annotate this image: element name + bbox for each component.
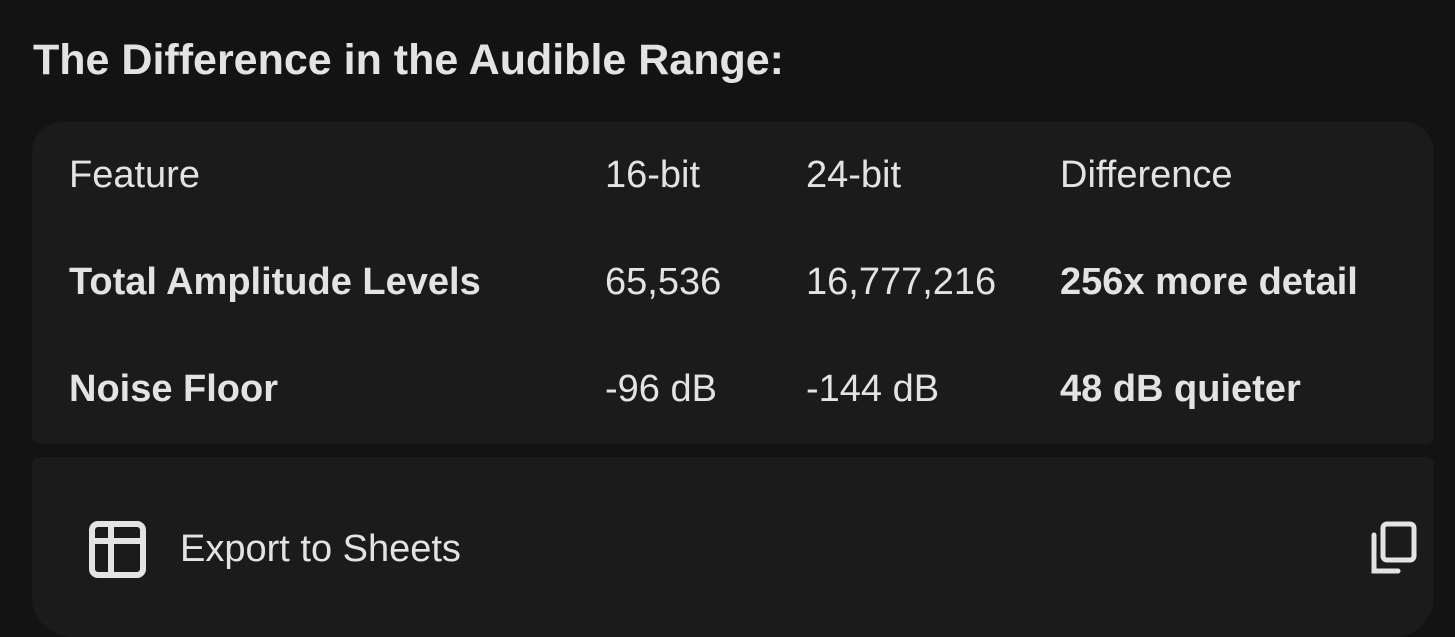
- section-title: The Difference in the Audible Range:: [33, 36, 784, 84]
- comparison-table: Feature 16-bit 24-bit Difference Total A…: [32, 122, 1434, 444]
- header-cell: Feature: [69, 154, 200, 196]
- header-cell: 24-bit: [806, 154, 902, 196]
- header-cell: Difference: [1060, 154, 1233, 196]
- table-cell: 256x more detail: [1060, 261, 1358, 303]
- copy-icon[interactable]: [1358, 519, 1418, 579]
- table-grid-icon: [89, 521, 146, 578]
- table-row: Noise Floor -96 dB -144 dB 48 dB quieter: [32, 368, 1434, 410]
- table-cell: -96 dB: [605, 368, 717, 410]
- table-cell: -144 dB: [806, 368, 940, 410]
- table-actions-bar: Export to Sheets: [32, 457, 1434, 637]
- export-to-sheets-button[interactable]: Export to Sheets: [88, 519, 461, 579]
- table-row: Total Amplitude Levels 65,536 16,777,216…: [32, 261, 1434, 303]
- table-cell: 16,777,216: [806, 261, 997, 303]
- export-label: Export to Sheets: [180, 527, 461, 570]
- table-cell: 65,536: [605, 261, 722, 303]
- row-label: Total Amplitude Levels: [69, 261, 481, 303]
- table-header-row: Feature 16-bit 24-bit Difference: [32, 154, 1434, 196]
- row-label: Noise Floor: [69, 368, 279, 410]
- table-cell: 48 dB quieter: [1060, 368, 1301, 410]
- header-cell: 16-bit: [605, 154, 701, 196]
